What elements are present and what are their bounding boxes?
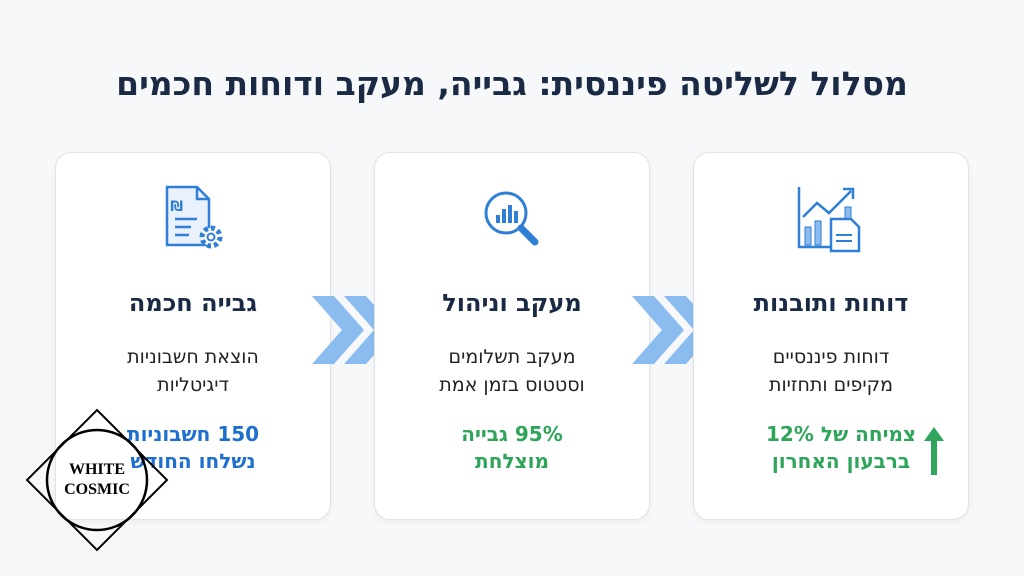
- svg-text:₪: ₪: [170, 199, 183, 215]
- card-heading: דוחות ותובנות: [753, 289, 909, 317]
- page-title: מסלול לשליטה פיננסית: גבייה, מעקב ודוחות…: [116, 64, 908, 103]
- svg-text:WHITE: WHITE: [69, 461, 125, 478]
- card-description: הוצאת חשבוניות דיגיטליות: [127, 346, 259, 396]
- svg-text:COSMIC: COSMIC: [64, 481, 130, 498]
- card-stat: 95% גבייה מוצלחת: [461, 422, 563, 473]
- magnifier-chart-icon: [484, 191, 539, 246]
- watermark-logo: WHITE COSMIC: [25, 408, 169, 552]
- card-stat: 150 חשבוניות נשלחו החודש: [126, 422, 260, 473]
- growth-chart-report-icon: [797, 187, 861, 253]
- card-heading: מעקב וניהול: [442, 289, 582, 317]
- card-stat: צמיחה של 12% ברבעון האחרון: [766, 422, 916, 473]
- card-tracking: מעקב וניהול מעקב תשלומים וסטטוס בזמן אמת …: [374, 152, 650, 520]
- card-description: מעקב תשלומים וסטטוס בזמן אמת: [439, 346, 585, 396]
- invoice-gear-icon: ₪: [165, 185, 223, 249]
- card-description: דוחות פיננסיים מקיפים ותחזיות: [769, 346, 893, 396]
- arrow-up-icon: [924, 427, 944, 475]
- card-smart-collection: ₪ גבייה חכמה הוצאת חשבוניות דיגיטליות 150…: [55, 152, 331, 520]
- card-heading: גבייה חכמה: [128, 289, 258, 317]
- card-reports: דוחות ותובנות דוחות פיננסיים מקיפים ותחזי…: [693, 152, 969, 520]
